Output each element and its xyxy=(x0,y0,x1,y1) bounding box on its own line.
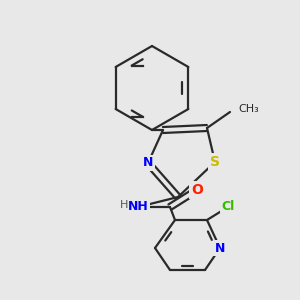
Text: H: H xyxy=(120,200,128,210)
Text: NH: NH xyxy=(128,200,148,214)
Text: S: S xyxy=(210,155,220,169)
Text: O: O xyxy=(191,183,203,197)
Text: N: N xyxy=(215,242,225,254)
Text: N: N xyxy=(143,157,153,169)
Text: Cl: Cl xyxy=(221,200,235,214)
Text: CH₃: CH₃ xyxy=(238,104,259,114)
